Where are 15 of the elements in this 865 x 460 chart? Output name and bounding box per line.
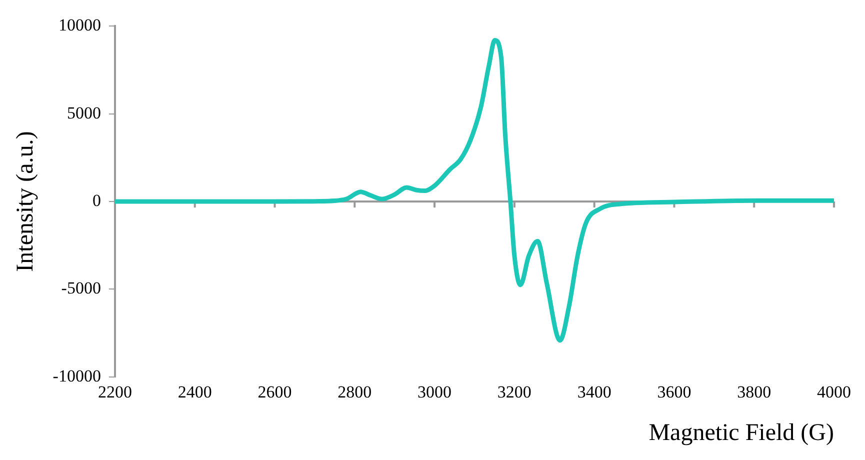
y-tick-label: 0 — [92, 190, 101, 210]
x-axis-title: Magnetic Field (G) — [648, 420, 834, 446]
y-tick-label: 5000 — [66, 103, 101, 122]
x-tick-label: 4000 — [817, 382, 851, 402]
x-tick-label: 3800 — [737, 382, 772, 402]
x-tick-label: 2800 — [338, 382, 372, 402]
x-tick-label: 3400 — [577, 382, 612, 402]
x-tick-label: 3000 — [418, 382, 452, 402]
y-axis-title: Intensity (a.u.) — [12, 131, 39, 272]
y-tick-label: 10000 — [58, 16, 101, 35]
x-tick-label: 2400 — [178, 382, 212, 402]
x-tick-label: 2600 — [258, 382, 292, 402]
x-tick-label: 3600 — [657, 382, 692, 402]
y-tick-label: -5000 — [61, 278, 101, 298]
x-tick-label: 3200 — [497, 382, 532, 402]
